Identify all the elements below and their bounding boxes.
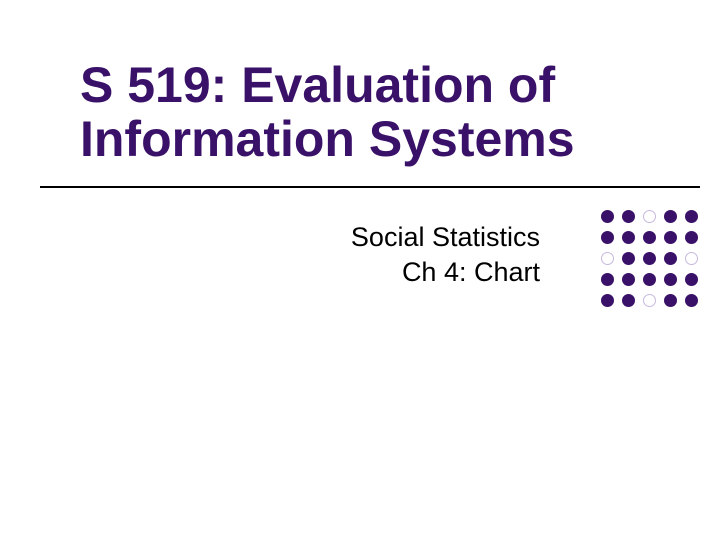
subtitle-line2: Ch 4: Chart	[120, 255, 540, 290]
grid-dot	[643, 210, 656, 223]
grid-dot	[643, 252, 656, 265]
grid-dot	[622, 273, 635, 286]
grid-dot	[643, 273, 656, 286]
grid-dot	[622, 231, 635, 244]
horizontal-divider	[40, 186, 700, 188]
grid-dot	[664, 210, 677, 223]
grid-dot	[685, 252, 698, 265]
grid-dot	[622, 252, 635, 265]
grid-dot	[664, 252, 677, 265]
grid-dot	[685, 210, 698, 223]
grid-dot	[601, 231, 614, 244]
grid-dot	[601, 252, 614, 265]
grid-dot	[643, 294, 656, 307]
grid-dot	[601, 273, 614, 286]
subtitle-block: Social Statistics Ch 4: Chart	[120, 220, 540, 289]
title-line1: S 519: Evaluation of	[80, 58, 660, 112]
title-block: S 519: Evaluation of Information Systems	[80, 58, 660, 166]
title-line2: Information Systems	[80, 112, 660, 166]
grid-dot	[664, 231, 677, 244]
grid-dot	[622, 210, 635, 223]
grid-dot	[643, 231, 656, 244]
grid-dot	[601, 210, 614, 223]
grid-dot	[622, 294, 635, 307]
grid-dot	[664, 273, 677, 286]
grid-dot	[601, 294, 614, 307]
grid-dot	[664, 294, 677, 307]
decorative-dot-grid	[601, 210, 698, 307]
grid-dot	[685, 273, 698, 286]
subtitle-line1: Social Statistics	[120, 220, 540, 255]
grid-dot	[685, 294, 698, 307]
grid-dot	[685, 231, 698, 244]
